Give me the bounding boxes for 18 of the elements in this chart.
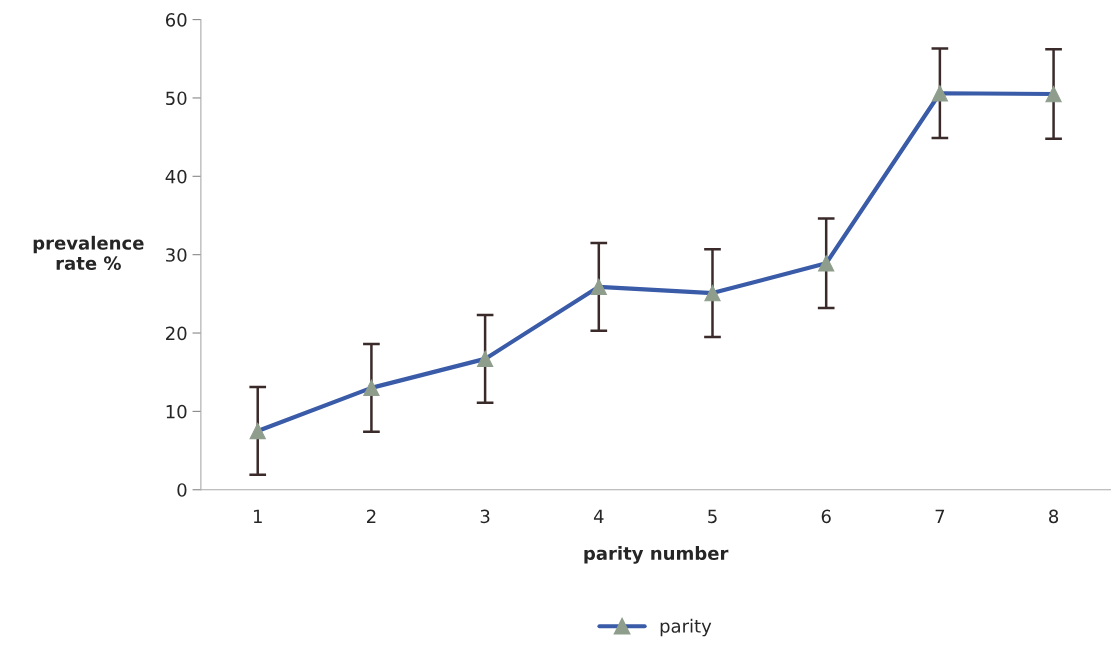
- legend-label: parity: [660, 618, 712, 637]
- x-tick-label: 8: [1049, 509, 1059, 524]
- x-tick-label: 7: [935, 509, 945, 523]
- y-tick-label: 60: [165, 13, 187, 27]
- x-tick-label: 6: [821, 509, 831, 524]
- x-tick-label: 4: [593, 509, 604, 523]
- y-tick-label: 10: [166, 404, 187, 419]
- y-tick-label: 50: [166, 91, 187, 106]
- x-tick-label: 2: [367, 509, 376, 523]
- y-tick-label: 0: [177, 483, 187, 497]
- x-tick-label: 5: [708, 509, 717, 524]
- y-tick-label: 20: [166, 326, 187, 341]
- x-tick-label: 3: [480, 509, 490, 524]
- x-axis-title: parity number: [584, 546, 729, 564]
- y-tick-label: 40: [165, 169, 187, 184]
- y-axis-title: prevalence rate %: [33, 235, 144, 271]
- x-tick-label: 1: [253, 509, 262, 523]
- y-tick-label: 30: [166, 248, 187, 262]
